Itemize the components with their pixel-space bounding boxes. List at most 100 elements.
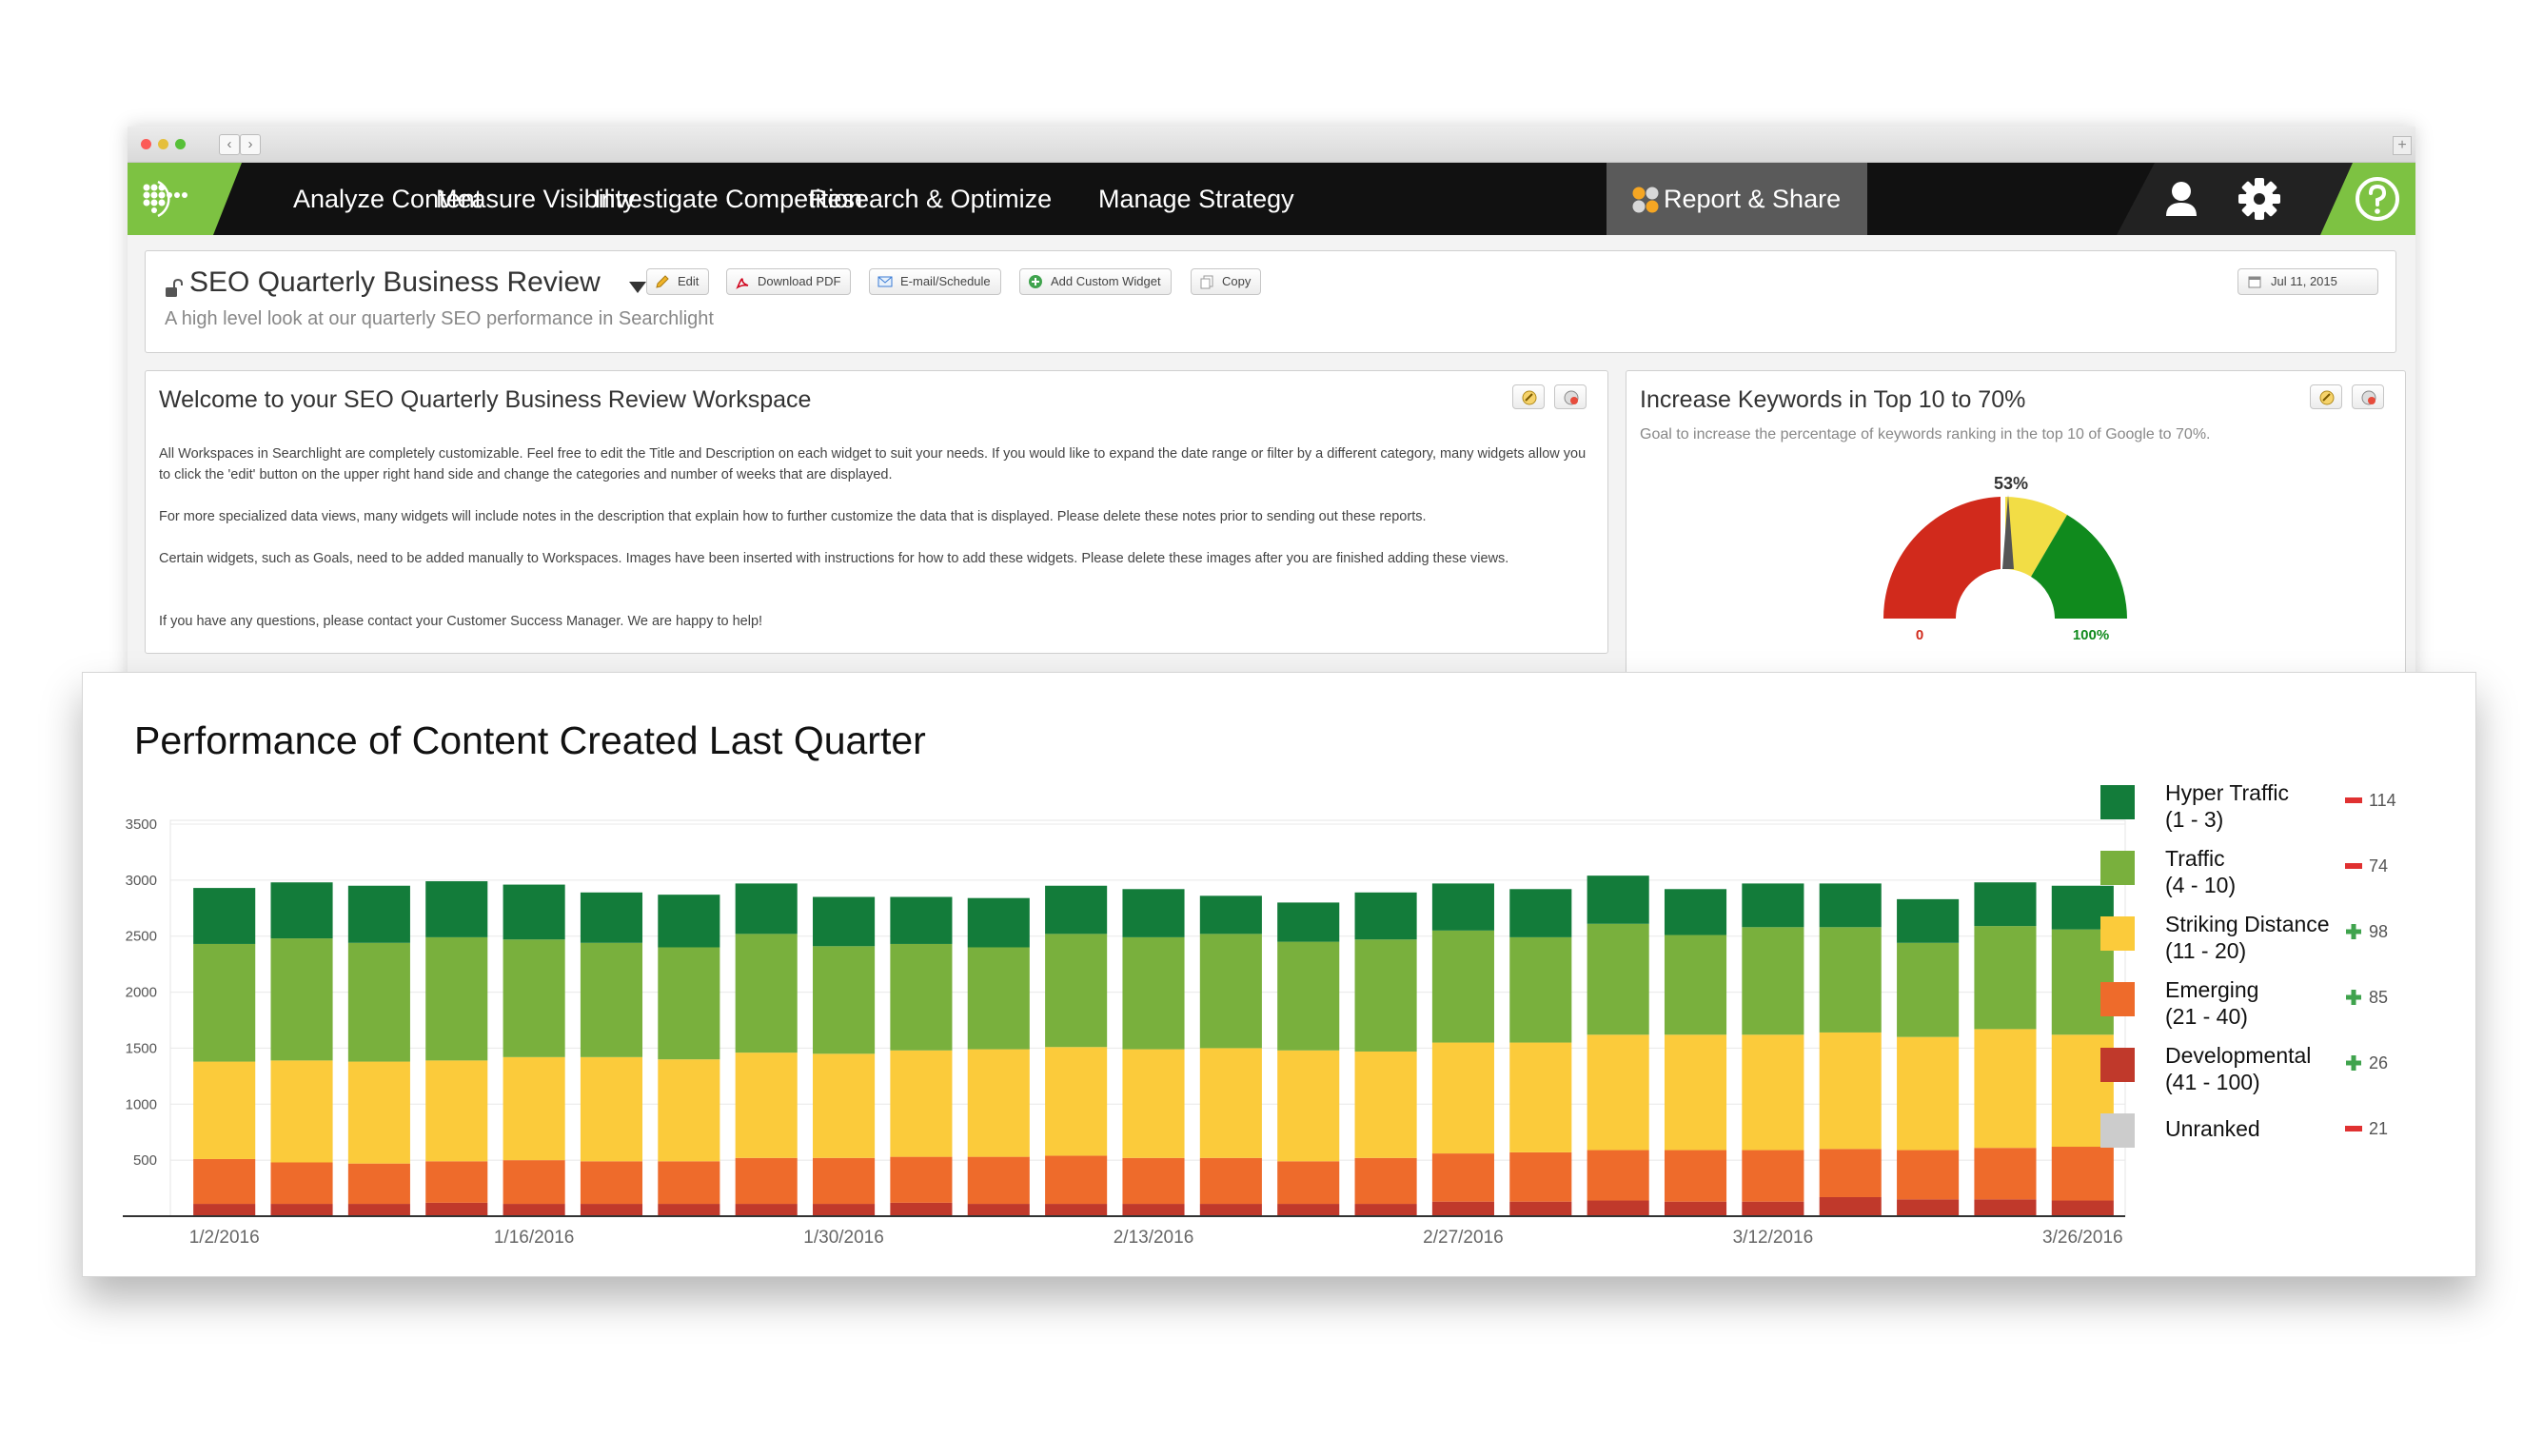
bar-segment [813, 1157, 876, 1205]
bar-segment [580, 1204, 643, 1216]
bar-segment [1587, 876, 1649, 924]
minimize-dot[interactable] [158, 139, 168, 149]
delta-increase: 26 [2344, 1053, 2388, 1073]
bar-segment [1587, 1150, 1649, 1201]
bar-segment [193, 888, 256, 944]
logo-area[interactable] [128, 163, 242, 235]
new-tab-button[interactable]: + [2393, 136, 2412, 155]
widget-settings-button[interactable] [2352, 384, 2384, 409]
welcome-paragraph: If you have any questions, please contac… [159, 614, 763, 629]
download-pdf-button[interactable]: Download PDF [726, 268, 852, 295]
download-pdf-label: Download PDF [758, 274, 841, 288]
edit-widget-icon [1522, 390, 1537, 405]
bar-segment [503, 1056, 565, 1161]
legend-label[interactable]: Developmental (41 - 100) [2165, 1042, 2311, 1095]
legend-series-range: (41 - 100) [2165, 1070, 2260, 1094]
bar-segment [193, 1204, 256, 1216]
x-tick-label: 1/2/2016 [189, 1228, 260, 1248]
goal-description: Goal to increase the percentage of keywo… [1640, 426, 2211, 443]
bar-segment [270, 1060, 333, 1163]
delta-value: 26 [2369, 1053, 2389, 1072]
nav-measure-visibility[interactable]: Measure Visibility [436, 185, 636, 213]
maximize-dot[interactable] [175, 139, 186, 149]
delta-value: 85 [2369, 988, 2389, 1007]
y-tick-label: 1000 [126, 1096, 157, 1112]
email-schedule-button[interactable]: E-mail/Schedule [869, 268, 1001, 295]
legend-label[interactable]: Emerging (21 - 40) [2165, 976, 2258, 1030]
bar-segment [347, 942, 410, 1062]
chevron-down-icon[interactable] [627, 280, 648, 295]
legend-swatch[interactable] [2100, 851, 2135, 885]
legend-swatch[interactable] [2100, 785, 2135, 819]
stacked-bar-chart: 500 1000 1500 2000 2500 3000 3500 1/2/2016 1/16/… [123, 817, 2126, 1248]
help-icon[interactable] [2353, 174, 2402, 224]
legend-series-range: (4 - 10) [2165, 873, 2237, 897]
bar-segment [1742, 1150, 1804, 1202]
add-custom-widget-button[interactable]: Add Custom Widget [1019, 268, 1172, 295]
workspace-header: SEO Quarterly Business Review Edit Downl… [145, 250, 2396, 353]
widget-edit-button[interactable] [1512, 384, 1545, 409]
bar-segment [1664, 935, 1727, 1035]
x-tick-label: 2/13/2016 [1114, 1228, 1194, 1248]
bar-segment [1664, 1150, 1727, 1202]
widget-edit-button[interactable] [2310, 384, 2342, 409]
nav-report-share[interactable]: Report & Share [1664, 185, 1842, 213]
gauge-max-label: 100% [2073, 627, 2109, 643]
forward-button[interactable]: › [240, 134, 261, 155]
bar-segment [1742, 883, 1804, 928]
legend-swatch[interactable] [2100, 982, 2135, 1016]
bar-segment [580, 892, 643, 943]
bar-segment [1819, 927, 1882, 1033]
gear-icon[interactable] [2235, 174, 2284, 224]
bar-segment [1897, 1150, 1960, 1200]
bar-segment [1199, 1204, 1262, 1216]
bar-segment [890, 1202, 953, 1216]
gauge-yellow-segment [2005, 497, 2067, 577]
bar-segment [967, 897, 1030, 948]
unlock-icon[interactable] [163, 278, 184, 299]
y-tick-label: 2500 [126, 929, 157, 945]
bar-segment [967, 1049, 1030, 1157]
user-icon[interactable] [2157, 174, 2206, 224]
copy-button[interactable]: Copy [1191, 268, 1262, 295]
widget-settings-icon [1564, 390, 1579, 405]
bar-segment [1509, 1151, 1572, 1202]
legend-label[interactable]: Hyper Traffic (1 - 3) [2165, 779, 2289, 833]
nav-analyze-content[interactable]: Analyze Content [293, 185, 483, 213]
minus-icon [2345, 863, 2362, 869]
legend-swatch[interactable] [2100, 916, 2135, 951]
copy-label: Copy [1222, 274, 1252, 288]
legend-label[interactable]: Unranked [2165, 1115, 2260, 1142]
y-tick-label: 3500 [126, 817, 157, 833]
top-navigation: Analyze Content Measure Visibility Inves… [128, 163, 2415, 235]
gauge-value-label: 53% [1994, 476, 2028, 493]
bar-segment [1742, 927, 1804, 1035]
legend-series-range: (1 - 3) [2165, 807, 2224, 832]
nav-research-optimize[interactable]: Research & Optimize [809, 185, 1053, 213]
bar-segment [1354, 1051, 1417, 1158]
bar-segment [425, 1060, 488, 1162]
close-dot[interactable] [141, 139, 151, 149]
nav-manage-strategy[interactable]: Manage Strategy [1098, 185, 1294, 213]
date-value: Jul 11, 2015 [2271, 274, 2337, 288]
bar-segment [1122, 1049, 1185, 1158]
delta-increase: 98 [2344, 922, 2388, 942]
nav-investigate-competition[interactable]: Investigate Competition [594, 185, 863, 213]
gauge-min-label: 0 [1916, 627, 1923, 643]
widget-settings-icon [2361, 390, 2376, 405]
bar-segment [813, 946, 876, 1054]
legend-series-name: Traffic [2165, 846, 2225, 871]
widget-settings-button[interactable] [1554, 384, 1587, 409]
back-button[interactable]: ‹ [219, 134, 240, 155]
bar-segment [735, 1157, 798, 1205]
legend-swatch[interactable] [2100, 1048, 2135, 1082]
date-picker-button[interactable]: Jul 11, 2015 [2237, 268, 2378, 295]
bar-segment [1974, 1029, 2037, 1149]
edit-button[interactable]: Edit [646, 268, 710, 295]
legend-label[interactable]: Striking Distance (11 - 20) [2165, 911, 2330, 964]
bar-segment [1045, 885, 1108, 935]
bar-segment [270, 1204, 333, 1216]
legend-label[interactable]: Traffic (4 - 10) [2165, 845, 2236, 898]
bar-segment [1354, 1157, 1417, 1205]
legend-swatch[interactable] [2100, 1113, 2135, 1148]
